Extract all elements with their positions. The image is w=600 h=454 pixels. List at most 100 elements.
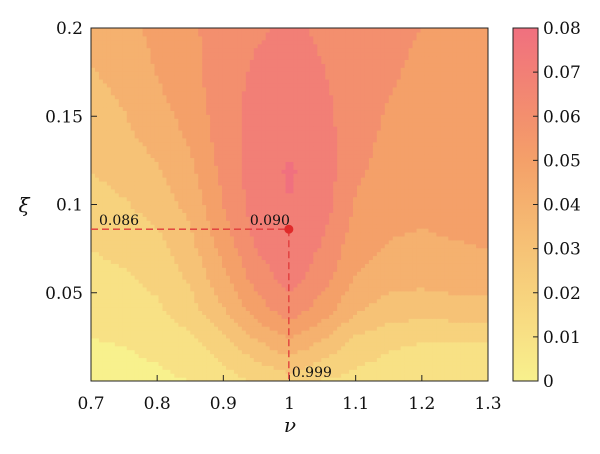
heatmap-cell <box>424 349 430 355</box>
heatmap-cell <box>257 333 263 339</box>
heatmap-cell <box>245 196 251 202</box>
heatmap-cell <box>94 302 100 308</box>
heatmap-cell <box>396 204 402 210</box>
heatmap-cell <box>464 247 469 253</box>
heatmap-cell <box>321 302 326 308</box>
heatmap-cell <box>444 279 449 284</box>
heatmap-cell <box>206 282 211 288</box>
heatmap-cell <box>456 228 461 233</box>
heatmap-cell <box>91 302 96 308</box>
heatmap-cell <box>277 322 283 327</box>
heatmap-cell <box>480 282 485 288</box>
heatmap-cell <box>241 322 247 327</box>
heatmap-cell <box>372 204 378 210</box>
heatmap-cell <box>297 208 303 213</box>
heatmap-cell <box>293 204 299 210</box>
heatmap-cell <box>392 326 398 331</box>
heatmap-cell <box>301 263 306 268</box>
heatmap-cell <box>349 263 354 268</box>
heatmap-cell <box>360 333 366 339</box>
heatmap-cell <box>130 365 136 370</box>
heatmap-cell <box>345 333 350 339</box>
heatmap-cell <box>122 208 128 213</box>
heatmap-cell <box>186 365 191 370</box>
heatmap-cell <box>333 373 338 378</box>
heatmap-cell <box>170 286 175 292</box>
heatmap-cell <box>301 279 306 284</box>
heatmap-cell <box>218 286 223 292</box>
heatmap-cell <box>98 306 104 311</box>
heatmap-cell <box>91 247 96 253</box>
heatmap-cell <box>349 196 354 202</box>
heatmap-cell <box>194 377 199 381</box>
heatmap-cell <box>428 251 434 257</box>
heatmap-cell <box>170 333 175 339</box>
heatmap-cell <box>384 212 390 217</box>
heatmap-cell <box>174 271 179 276</box>
heatmap-cell <box>380 263 386 268</box>
heatmap-cell <box>440 188 445 194</box>
heatmap-cell <box>476 279 481 284</box>
heatmap-cell <box>150 228 156 233</box>
heatmap-cell <box>345 294 350 300</box>
heatmap-cell <box>368 224 374 229</box>
heatmap-cell <box>277 279 283 284</box>
heatmap-cell <box>110 318 116 323</box>
heatmap-cell <box>158 231 164 237</box>
heatmap-cell <box>281 228 287 233</box>
heatmap-cell <box>265 310 271 315</box>
heatmap-cell <box>408 282 414 288</box>
heatmap-cell <box>225 192 231 198</box>
heatmap-cell <box>388 337 394 343</box>
heatmap-cell <box>317 353 322 359</box>
heatmap-cell <box>210 216 215 221</box>
heatmap-cell <box>329 208 334 213</box>
heatmap-cell <box>261 192 267 198</box>
heatmap-cell <box>464 220 469 225</box>
heatmap-cell <box>237 239 243 245</box>
heatmap-cell <box>285 282 291 288</box>
heatmap-cell <box>380 184 386 190</box>
heatmap-cell <box>106 235 112 241</box>
heatmap-cell <box>420 228 426 233</box>
heatmap-cell <box>102 188 108 194</box>
heatmap-cell <box>261 322 267 327</box>
heatmap-cell <box>229 345 235 351</box>
heatmap-cell <box>106 314 112 319</box>
heatmap-cell <box>456 282 461 288</box>
heatmap-cell <box>150 208 156 213</box>
heatmap-cell <box>142 263 148 268</box>
heatmap-cell <box>432 267 437 272</box>
heatmap-cell <box>468 322 473 327</box>
heatmap-cell <box>392 294 398 300</box>
heatmap-cell <box>293 255 299 261</box>
heatmap-cell <box>460 294 465 300</box>
heatmap-cell <box>384 275 390 280</box>
heatmap-cell <box>206 314 211 319</box>
heatmap-cell <box>436 196 441 202</box>
heatmap-cell <box>218 302 223 308</box>
heatmap-cell <box>285 239 291 245</box>
heatmap-cell <box>392 251 398 257</box>
heatmap-cell <box>233 322 239 327</box>
heatmap-cell <box>341 333 346 339</box>
heatmap-cell <box>114 365 120 370</box>
heatmap-cell <box>329 231 334 237</box>
heatmap-cell <box>245 341 251 347</box>
heatmap-cell <box>126 294 132 300</box>
heatmap-cell <box>416 196 422 202</box>
heatmap-cell <box>448 275 453 280</box>
heatmap-cell <box>317 255 322 261</box>
heatmap-cell <box>130 369 136 374</box>
heatmap-cell <box>333 263 338 268</box>
heatmap-cell <box>341 326 346 331</box>
heatmap-cell <box>241 267 247 272</box>
heatmap-cell <box>237 286 243 292</box>
heatmap-cell <box>106 271 112 276</box>
heatmap-cell <box>364 208 370 213</box>
heatmap-cell <box>416 341 422 347</box>
heatmap-cell <box>380 235 386 241</box>
heatmap-cell <box>142 200 148 206</box>
heatmap-cell <box>428 318 434 323</box>
heatmap-cell <box>440 263 445 268</box>
